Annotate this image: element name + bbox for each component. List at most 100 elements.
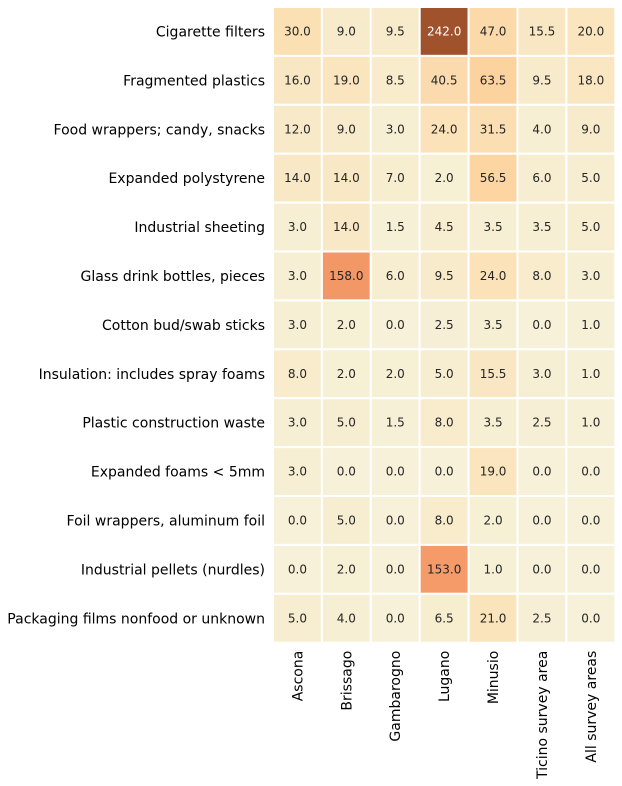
heatmap-cell bbox=[369, 446, 421, 498]
heatmap-cell bbox=[320, 543, 372, 595]
cell-value-label: 3.0 bbox=[386, 122, 405, 136]
cell-value-label: 2.0 bbox=[435, 171, 454, 185]
heatmap-cell bbox=[565, 54, 617, 106]
cell-value-label: 1.0 bbox=[484, 562, 503, 576]
row-tick-label: Foil wrappers, aluminum foil bbox=[67, 513, 265, 529]
heatmap-cell bbox=[516, 348, 568, 400]
cell-value-label: 16.0 bbox=[284, 73, 311, 87]
column-tick-label: Ascona bbox=[290, 651, 306, 702]
cell-value-label: 1.5 bbox=[386, 416, 405, 430]
cell-value-label: 0.0 bbox=[581, 465, 600, 479]
cell-value-label: 158.0 bbox=[329, 269, 363, 283]
heatmap-cell bbox=[516, 446, 568, 498]
column-labels: Ascona Brissago Gambarogno Lugano Minusio Tic… bbox=[290, 651, 599, 780]
cell-value-label: 0.0 bbox=[532, 562, 551, 576]
cell-value-label: 31.5 bbox=[480, 122, 507, 136]
cell-value-label: 4.5 bbox=[435, 220, 454, 234]
heatmap-cell bbox=[369, 103, 421, 155]
cell-value-label: 3.0 bbox=[581, 269, 600, 283]
cell-value-label: 8.0 bbox=[532, 269, 551, 283]
heatmap-cell bbox=[272, 152, 323, 204]
cell-value-label: 5.0 bbox=[337, 513, 356, 527]
heatmap-cell bbox=[565, 592, 617, 644]
heatmap-cell bbox=[467, 592, 519, 644]
heatmap-cell bbox=[369, 495, 421, 546]
cell-value-label: 19.0 bbox=[333, 73, 360, 87]
cell-value-label: 3.5 bbox=[484, 220, 503, 234]
cell-value-label: 0.0 bbox=[288, 513, 307, 527]
heatmap-cell bbox=[516, 103, 568, 155]
row-tick-label: Cigarette filters bbox=[156, 24, 265, 40]
cell-value-label: 6.0 bbox=[532, 171, 551, 185]
cell-value-label: 9.0 bbox=[337, 24, 356, 38]
column-tick-label: All survey areas bbox=[584, 651, 600, 763]
heatmap-cell bbox=[418, 592, 470, 644]
row-tick-label: Food wrappers; candy, snacks bbox=[54, 122, 265, 138]
cell-value-label: 2.0 bbox=[337, 318, 356, 332]
heatmap-cell bbox=[272, 348, 323, 400]
cell-value-label: 2.5 bbox=[532, 611, 551, 625]
cell-value-label: 4.0 bbox=[532, 122, 551, 136]
heatmap-cell bbox=[565, 543, 617, 595]
heatmap-cell bbox=[418, 543, 470, 595]
cell-value-label: 0.0 bbox=[581, 562, 600, 576]
heatmap-cell bbox=[418, 299, 470, 351]
heatmap-cell bbox=[369, 54, 421, 106]
cell-value-label: 5.0 bbox=[435, 367, 454, 381]
cell-value-label: 9.5 bbox=[532, 73, 551, 87]
heatmap-cell bbox=[272, 446, 323, 498]
cell-value-label: 63.5 bbox=[480, 73, 507, 87]
heatmap-cell bbox=[467, 54, 519, 106]
row-tick-label: Glass drink bottles, pieces bbox=[81, 269, 265, 285]
cell-value-label: 14.0 bbox=[284, 171, 311, 185]
cell-value-label: 0.0 bbox=[435, 465, 454, 479]
cell-value-label: 3.0 bbox=[288, 318, 307, 332]
heatmap-cell bbox=[516, 6, 568, 57]
cell-value-label: 0.0 bbox=[386, 465, 405, 479]
column-tick-label: Brissago bbox=[339, 651, 355, 711]
cell-value-label: 40.5 bbox=[431, 73, 458, 87]
heatmap-cell bbox=[369, 397, 421, 449]
heatmap-cell bbox=[369, 201, 421, 253]
cell-value-label: 2.0 bbox=[386, 367, 405, 381]
cell-value-label: 2.0 bbox=[484, 513, 503, 527]
heatmap-cell bbox=[272, 543, 323, 595]
cell-value-label: 9.0 bbox=[337, 122, 356, 136]
heatmap-cell bbox=[565, 348, 617, 400]
heatmap-cell bbox=[418, 348, 470, 400]
cell-value-label: 0.0 bbox=[288, 562, 307, 576]
heatmap-cell bbox=[467, 397, 519, 449]
heatmap-cell bbox=[467, 446, 519, 498]
cell-value-label: 3.5 bbox=[484, 416, 503, 430]
heatmap-cell bbox=[516, 299, 568, 351]
cell-value-label: 8.0 bbox=[435, 513, 454, 527]
cell-value-label: 2.0 bbox=[337, 562, 356, 576]
cell-value-label: 3.5 bbox=[484, 318, 503, 332]
cell-value-label: 7.0 bbox=[386, 171, 405, 185]
row-tick-label: Plastic construction waste bbox=[82, 416, 265, 432]
row-tick-label: Insulation: includes spray foams bbox=[39, 367, 265, 383]
cell-value-label: 3.0 bbox=[288, 465, 307, 479]
cell-value-label: 153.0 bbox=[427, 562, 461, 576]
cell-value-label: 20.0 bbox=[577, 24, 604, 38]
row-tick-label: Industrial sheeting bbox=[134, 220, 265, 236]
heatmap-cell bbox=[369, 299, 421, 351]
heatmap-cell bbox=[320, 592, 372, 644]
row-tick-label: Industrial pellets (nurdles) bbox=[81, 562, 265, 578]
heatmap-cell bbox=[418, 446, 470, 498]
cell-value-label: 56.5 bbox=[480, 171, 507, 185]
cell-value-label: 14.0 bbox=[333, 220, 360, 234]
cell-value-label: 1.0 bbox=[581, 318, 600, 332]
heatmap-cell bbox=[320, 495, 372, 546]
cell-value-label: 242.0 bbox=[427, 24, 461, 38]
column-tick-label: Minusio bbox=[486, 651, 502, 704]
cell-value-label: 1.5 bbox=[386, 220, 405, 234]
heatmap-cell bbox=[272, 201, 323, 253]
cell-value-label: 4.0 bbox=[337, 611, 356, 625]
cell-value-label: 3.0 bbox=[288, 220, 307, 234]
heatmap-cell bbox=[320, 250, 372, 302]
cell-value-label: 3.0 bbox=[288, 269, 307, 283]
heatmap-cell bbox=[320, 348, 372, 400]
cell-value-label: 2.0 bbox=[337, 367, 356, 381]
